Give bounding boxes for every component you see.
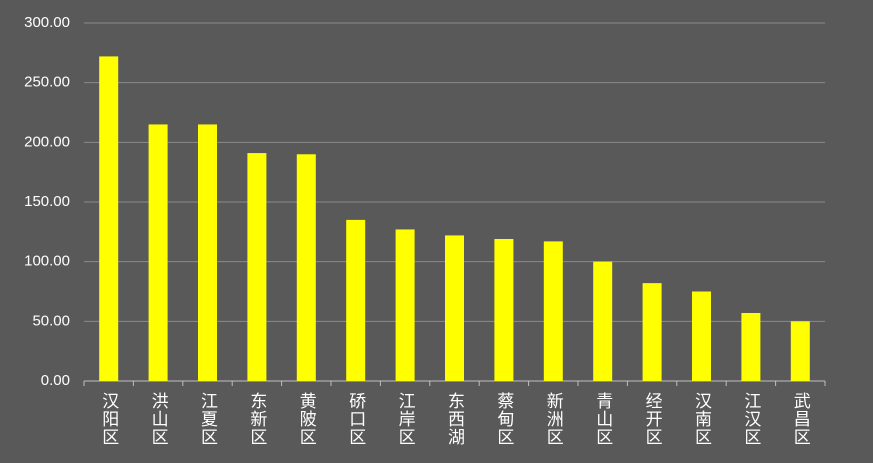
x-tick-label: 江岸区 <box>396 392 416 446</box>
bar <box>346 219 366 381</box>
y-tick-label: 50.00 <box>32 312 70 329</box>
y-tick-label: 0.00 <box>41 372 70 389</box>
bar <box>790 321 810 381</box>
bar <box>198 124 217 381</box>
x-tick-label: 江汉区 <box>741 392 761 446</box>
x-tick-label: 新洲区 <box>544 392 564 446</box>
x-tick-label: 蔡甸区 <box>494 392 514 446</box>
x-tick-label: 黄陂区 <box>297 392 317 446</box>
bar <box>593 261 613 381</box>
bar <box>99 56 119 382</box>
y-tick-label: 300.00 <box>24 14 70 31</box>
bar <box>247 153 267 381</box>
x-tick-label: 汉阳区 <box>99 392 119 446</box>
bar <box>642 283 662 381</box>
x-tick-label: 硚口区 <box>346 392 366 446</box>
bar <box>395 229 415 381</box>
x-tick-label: 武昌区 <box>791 392 811 446</box>
y-tick-label: 250.00 <box>24 74 70 91</box>
y-tick-label: 150.00 <box>24 193 70 210</box>
x-tick-label: 东西湖 <box>445 392 465 446</box>
x-tick-label: 洪山区 <box>149 392 169 446</box>
y-tick-label: 200.00 <box>24 133 70 150</box>
bar <box>445 235 464 381</box>
bar <box>543 241 563 381</box>
x-tick-label: 汉南区 <box>692 392 712 446</box>
x-tick-label: 青山区 <box>593 392 612 446</box>
bar <box>148 124 168 381</box>
bar <box>494 238 514 381</box>
bar <box>741 312 761 381</box>
y-tick-label: 100.00 <box>24 253 70 270</box>
x-tick-label: 江夏区 <box>198 392 218 446</box>
bar <box>692 291 711 381</box>
x-tick-label: 经开区 <box>643 392 663 446</box>
x-tick-label: 东新区 <box>247 392 267 446</box>
bar <box>296 154 316 381</box>
